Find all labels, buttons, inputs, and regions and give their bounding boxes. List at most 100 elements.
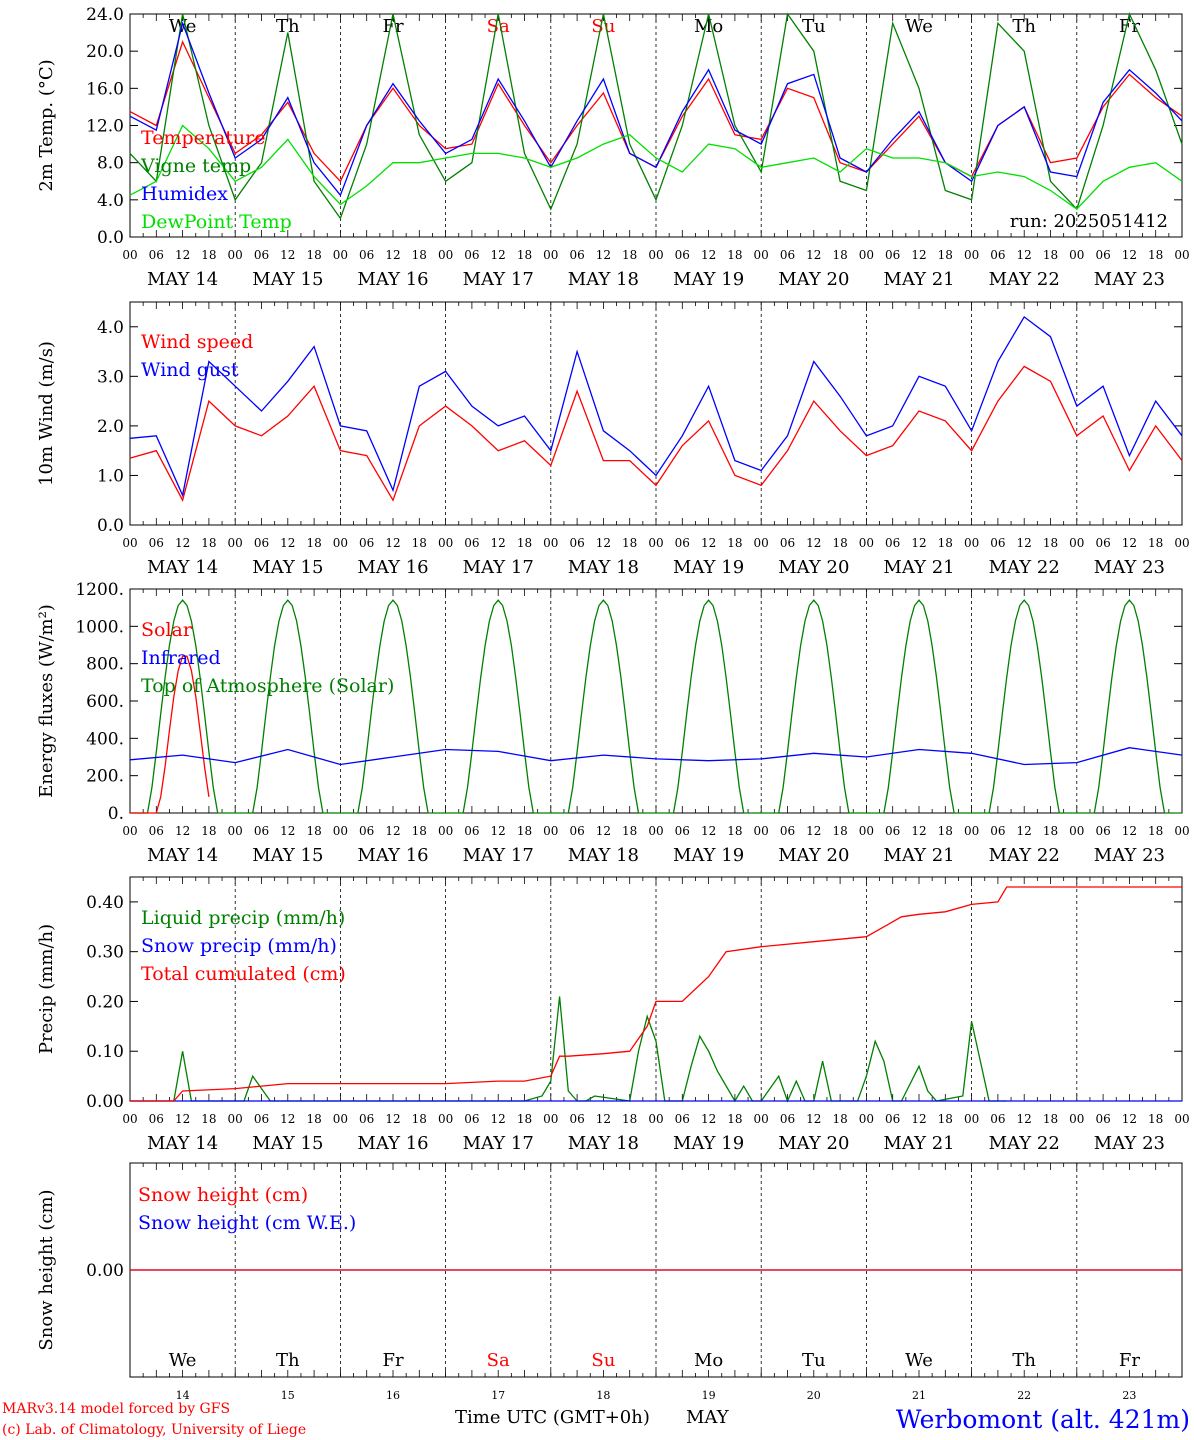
hour-tick-label: 00 [648, 1112, 663, 1126]
date-label: MAY 14 [147, 845, 218, 866]
legend-entry: Humidex [141, 183, 228, 205]
hour-tick-label: 18 [832, 1112, 847, 1126]
panel-2: 0.0 1.0 2.0 3.0 4.0 10m Wind (m/s) Wind speed W… [36, 301, 1190, 578]
series-liquid-precip-mm-h- [130, 996, 1007, 1103]
hour-tick-label: 12 [806, 824, 821, 838]
hour-tick-label: 18 [517, 248, 532, 262]
y-tick-label: 400. [86, 729, 124, 749]
hour-tick-label: 18 [938, 536, 953, 550]
hour-tick-label: 18 [517, 824, 532, 838]
weekday-label: Mo [694, 1350, 723, 1371]
y-axis-label: Precip (mm/h) [36, 924, 57, 1054]
hour-tick-label: 18 [412, 536, 427, 550]
month-label: MAY [686, 1407, 730, 1428]
hour-tick-label: 06 [254, 536, 269, 550]
date-label: MAY 20 [778, 845, 849, 866]
hour-tick-label: 18 [622, 536, 637, 550]
hour-tick-label: 18 [517, 536, 532, 550]
hour-tick-label: 12 [596, 536, 611, 550]
hour-tick-label: 12 [806, 536, 821, 550]
hour-tick-label: 06 [990, 824, 1005, 838]
hour-tick-label: 12 [701, 248, 716, 262]
footer: MARv3.14 model forced by GFS (c) Lab. of … [2, 1401, 1190, 1438]
date-label: MAY 15 [252, 1133, 323, 1154]
hour-tick-label: 00 [333, 824, 348, 838]
run-annotation: run: 2025051412 [1010, 211, 1168, 232]
hour-tick-label: 12 [280, 824, 295, 838]
hour-tick-label: 18 [201, 1112, 216, 1126]
hour-tick-label: 06 [464, 248, 479, 262]
hour-tick-label: 00 [1174, 824, 1189, 838]
hour-tick-label: 18 [201, 536, 216, 550]
legend-entry: Snow precip (mm/h) [141, 935, 337, 957]
date-label: MAY 23 [1094, 269, 1165, 290]
day-number-label: 15 [281, 1389, 295, 1402]
hour-tick-label: 06 [990, 1112, 1005, 1126]
date-label: MAY 23 [1094, 845, 1165, 866]
y-axis-label: Snow height (cm) [36, 1189, 57, 1350]
panel-frame [129, 13, 1183, 238]
hour-tick-label: 12 [596, 1112, 611, 1126]
hour-tick-label: 12 [491, 536, 506, 550]
hour-tick-label: 00 [333, 1112, 348, 1126]
day-number-label: 19 [702, 1389, 716, 1402]
weekday-label: Th [1012, 16, 1036, 37]
date-label: MAY 23 [1094, 1133, 1165, 1154]
hour-tick-label: 00 [1069, 824, 1084, 838]
hour-tick-label: 18 [1043, 824, 1058, 838]
weekday-label: We [905, 16, 933, 37]
date-label: MAY 17 [463, 269, 534, 290]
hour-tick-label: 12 [385, 824, 400, 838]
panel-4: 0.00 0.10 0.20 0.30 0.40 Precip (mm/h) Liquid … [36, 876, 1190, 1154]
hour-tick-label: 00 [754, 1112, 769, 1126]
date-label: MAY 19 [673, 269, 744, 290]
date-label: MAY 19 [673, 845, 744, 866]
hour-tick-label: 18 [727, 824, 742, 838]
hour-tick-label: 18 [622, 1112, 637, 1126]
hour-tick-label: 00 [122, 536, 137, 550]
hour-tick-label: 18 [727, 536, 742, 550]
y-tick-label: 4.0 [97, 191, 124, 211]
hour-tick-label: 06 [254, 824, 269, 838]
hour-tick-label: 12 [175, 248, 190, 262]
weekday-label: Tu [802, 1350, 826, 1371]
hour-tick-label: 06 [569, 248, 584, 262]
date-label: MAY 21 [883, 557, 954, 578]
hour-tick-label: 00 [228, 248, 243, 262]
hour-tick-label: 00 [228, 536, 243, 550]
hour-tick-label: 18 [832, 248, 847, 262]
hour-tick-label: 06 [780, 248, 795, 262]
lab-credit: (c) Lab. of Climatology, University of L… [2, 1422, 306, 1438]
day-number-label: 14 [176, 1389, 190, 1402]
hour-tick-label: 06 [359, 248, 374, 262]
date-label: MAY 23 [1094, 557, 1165, 578]
y-tick-label: 4.0 [97, 318, 124, 338]
panel-1: 0.0 4.0 8.0 12.0 16.0 20.0 24.0 2m Temp. (°C) We… [36, 5, 1190, 290]
hour-tick-label: 00 [1069, 536, 1084, 550]
hour-tick-label: 12 [911, 1112, 926, 1126]
series-infrared [129, 747, 1183, 766]
date-label: MAY 17 [463, 557, 534, 578]
day-number-label: 16 [386, 1389, 400, 1402]
hour-tick-label: 00 [333, 248, 348, 262]
day-number-label: 17 [491, 1389, 505, 1402]
date-label: MAY 16 [357, 1133, 428, 1154]
series-wind-gust [129, 315, 1183, 498]
date-label: MAY 22 [989, 1133, 1060, 1154]
hour-tick-label: 18 [517, 1112, 532, 1126]
hour-tick-label: 18 [306, 248, 321, 262]
station-label: Werbomont (alt. 421m) [896, 1405, 1190, 1434]
legend-entry: Temperature [141, 127, 265, 149]
hour-tick-label: 00 [964, 536, 979, 550]
hour-tick-label: 00 [754, 536, 769, 550]
hour-tick-label: 06 [569, 536, 584, 550]
hour-tick-label: 00 [1069, 248, 1084, 262]
y-tick-label: 24.0 [86, 5, 124, 25]
legend-entry: DewPoint Temp [141, 211, 292, 233]
hour-tick-label: 06 [885, 1112, 900, 1126]
date-label: MAY 20 [778, 269, 849, 290]
hour-tick-label: 00 [1174, 1112, 1189, 1126]
hour-tick-label: 06 [990, 248, 1005, 262]
hour-tick-label: 18 [727, 248, 742, 262]
y-tick-label: 1000. [75, 617, 124, 637]
